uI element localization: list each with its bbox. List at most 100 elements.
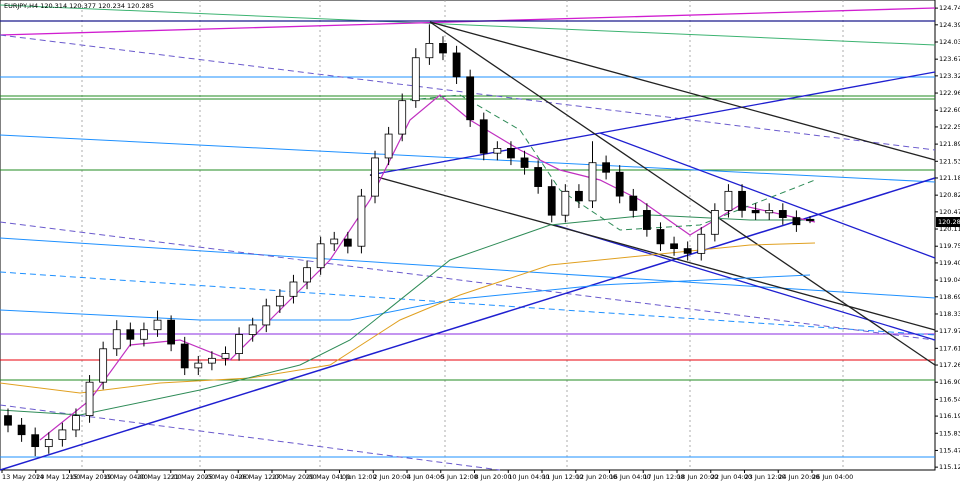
y-tick-label: 117.260 xyxy=(939,361,960,369)
candle-body xyxy=(792,217,801,226)
candle-body xyxy=(17,424,26,436)
candle-body xyxy=(167,319,176,345)
x-tick-label: 8 Jun 20:00 xyxy=(475,473,512,481)
y-tick-label: 119.750 xyxy=(939,242,960,250)
y-tick-label: 123.320 xyxy=(939,72,960,80)
y-tick-label: 117.970 xyxy=(939,327,960,335)
x-tick-label: 24 Jun 20:00 xyxy=(778,473,819,481)
candle-body xyxy=(221,353,230,359)
x-tick-label: 23 Jun 12:00 xyxy=(745,473,786,481)
x-tick-label: 13 May 2020 xyxy=(2,473,44,481)
candle-body xyxy=(561,190,570,216)
candle-body xyxy=(194,362,203,369)
x-tick-label: 12 Jun 20:00 xyxy=(576,473,617,481)
candle-body xyxy=(140,329,148,340)
y-tick-label: 115.830 xyxy=(939,429,960,437)
candle-body xyxy=(262,305,271,326)
candle-body xyxy=(31,434,40,448)
candle-body xyxy=(384,133,393,159)
candle-body xyxy=(330,238,339,245)
x-tick-label: 14 May 12:00 xyxy=(36,473,81,481)
candle-body xyxy=(72,415,80,431)
y-tick-label: 122.600 xyxy=(939,106,960,114)
x-tick-label: 22 Jun 04:00 xyxy=(711,473,752,481)
candle-body xyxy=(806,218,814,222)
candle-body xyxy=(765,210,774,214)
y-tick-label: 121.180 xyxy=(939,174,960,182)
candle-body xyxy=(425,43,434,59)
candle-body xyxy=(710,210,719,235)
candle-body xyxy=(411,57,420,102)
chart-title: EURJPY,H4 120.314 120.377 120.234 120.28… xyxy=(4,2,154,10)
y-tick-label: 120.820 xyxy=(939,191,960,199)
candle-body xyxy=(398,100,407,135)
candle-body xyxy=(44,439,53,448)
candle-body xyxy=(656,229,665,245)
candle-body xyxy=(642,210,651,230)
candle-body xyxy=(575,190,583,202)
x-tick-label: 21 May 20:00 xyxy=(171,473,216,481)
candle-body xyxy=(58,429,67,440)
candle-body xyxy=(724,190,733,211)
x-tick-label: 10 Jun 04:00 xyxy=(508,473,549,481)
y-tick-label: 116.190 xyxy=(939,412,960,420)
candle-body xyxy=(507,147,515,159)
candle-body xyxy=(439,43,447,54)
y-tick-label: 119.040 xyxy=(939,276,960,284)
y-tick-label: 118.690 xyxy=(939,293,960,301)
candle-body xyxy=(99,348,108,383)
y-tick-label: 121.530 xyxy=(939,157,960,165)
y-tick-label: 120.470 xyxy=(939,208,960,216)
x-tick-label: 16 Jun 04:00 xyxy=(610,473,651,481)
y-tick-label: 124.030 xyxy=(939,38,960,46)
x-tick-label: 4 Jun 04:00 xyxy=(407,473,444,481)
candle-body xyxy=(466,76,475,121)
x-tick-label: 2 Jun 20:00 xyxy=(373,473,410,481)
candle-body xyxy=(479,119,488,154)
candle-body xyxy=(153,319,162,331)
candle-body xyxy=(371,157,379,197)
candle-body xyxy=(289,281,298,297)
x-tick-label: 5 Jun 12:00 xyxy=(441,473,478,481)
candle-body xyxy=(180,343,189,369)
y-tick-label: 122.250 xyxy=(939,123,960,131)
y-tick-label: 122.960 xyxy=(939,89,960,97)
y-tick-label: 115.120 xyxy=(939,463,960,471)
candle-body xyxy=(547,186,556,216)
candle-body xyxy=(588,162,597,202)
x-tick-label: 18 Jun 20:00 xyxy=(677,473,718,481)
candle-body xyxy=(778,210,787,218)
x-tick-label: 26 Jun 04:00 xyxy=(812,473,853,481)
price-tag: 120.285 xyxy=(938,218,960,226)
candle-body xyxy=(4,415,12,426)
candle-body xyxy=(683,248,692,254)
candle-body xyxy=(629,195,638,211)
price-tag-bg xyxy=(936,217,960,227)
candle-body xyxy=(697,233,706,254)
y-tick-label: 124.740 xyxy=(939,4,960,12)
candle-body xyxy=(316,243,325,269)
candle-body xyxy=(602,162,611,173)
candle-body xyxy=(343,238,352,247)
candle-body xyxy=(738,190,746,211)
y-tick-label: 123.670 xyxy=(939,55,960,63)
y-tick-label: 115.470 xyxy=(939,446,960,454)
candle-body xyxy=(751,210,760,214)
candle-body xyxy=(112,329,121,350)
x-tick-label: 20 May 12:00 xyxy=(137,473,182,481)
plot-frame xyxy=(0,0,936,471)
candle-body xyxy=(303,267,311,283)
y-tick-label: 116.540 xyxy=(939,395,960,403)
candle-body xyxy=(357,195,366,247)
candle-body xyxy=(534,167,543,187)
candle-body xyxy=(452,52,461,78)
x-tick-label: 1 Jun 12:00 xyxy=(340,473,377,481)
x-tick-label: 11 Jun 12:00 xyxy=(542,473,583,481)
y-tick-label: 116.900 xyxy=(939,378,960,386)
candle-body xyxy=(520,157,529,168)
candle-body xyxy=(85,381,94,417)
y-tick-label: 119.400 xyxy=(939,259,960,267)
x-tick-label: 17 Jun 12:00 xyxy=(643,473,684,481)
candle-body xyxy=(493,147,502,154)
